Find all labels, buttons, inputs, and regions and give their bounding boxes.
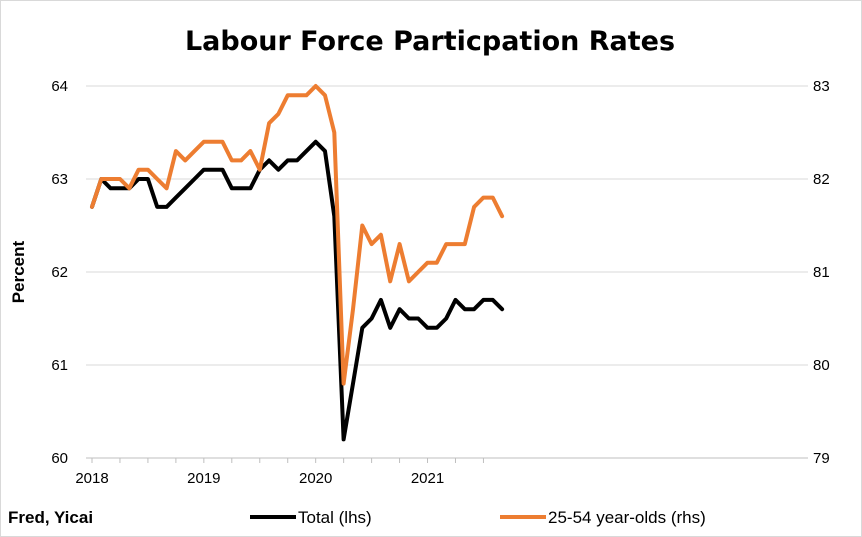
series-line-25-54 bbox=[90, 84, 505, 386]
x-axis-ticks: 2018 2019 2020 2021 bbox=[75, 458, 484, 487]
series-line-total bbox=[90, 139, 505, 442]
y-tick-label-right: 82 bbox=[813, 171, 830, 188]
series-group bbox=[90, 84, 505, 442]
y-tick-label-left: 63 bbox=[51, 171, 68, 188]
legend-label-25-54: 25-54 year-olds (rhs) bbox=[548, 508, 706, 527]
x-tick-label: 2019 bbox=[187, 470, 220, 487]
y-tick-label-left: 60 bbox=[51, 450, 68, 467]
y-tick-label-right: 81 bbox=[813, 264, 830, 281]
legend: Total (lhs) 25-54 year-olds (rhs) bbox=[250, 508, 706, 527]
x-tick-label: 2020 bbox=[299, 470, 332, 487]
y-tick-label-left: 62 bbox=[51, 264, 68, 281]
legend-label-total: Total (lhs) bbox=[298, 508, 372, 527]
y-tick-label-left: 64 bbox=[51, 78, 68, 95]
y-axis-left-ticks: 60 61 62 63 64 bbox=[51, 78, 68, 467]
source-credit: Fred, Yicai bbox=[8, 508, 93, 527]
y-axis-label: Percent bbox=[9, 240, 28, 303]
x-tick-label: 2021 bbox=[411, 470, 444, 487]
y-tick-label-left: 61 bbox=[51, 357, 68, 374]
y-axis-right-ticks: 79 80 81 82 83 bbox=[813, 78, 830, 467]
y-tick-label-right: 80 bbox=[813, 357, 830, 374]
gridlines bbox=[86, 85, 808, 366]
x-tick-label: 2018 bbox=[75, 470, 108, 487]
y-tick-label-right: 79 bbox=[813, 450, 830, 467]
y-tick-label-right: 83 bbox=[813, 78, 830, 95]
chart-title: Labour Force Particpation Rates bbox=[185, 26, 675, 57]
